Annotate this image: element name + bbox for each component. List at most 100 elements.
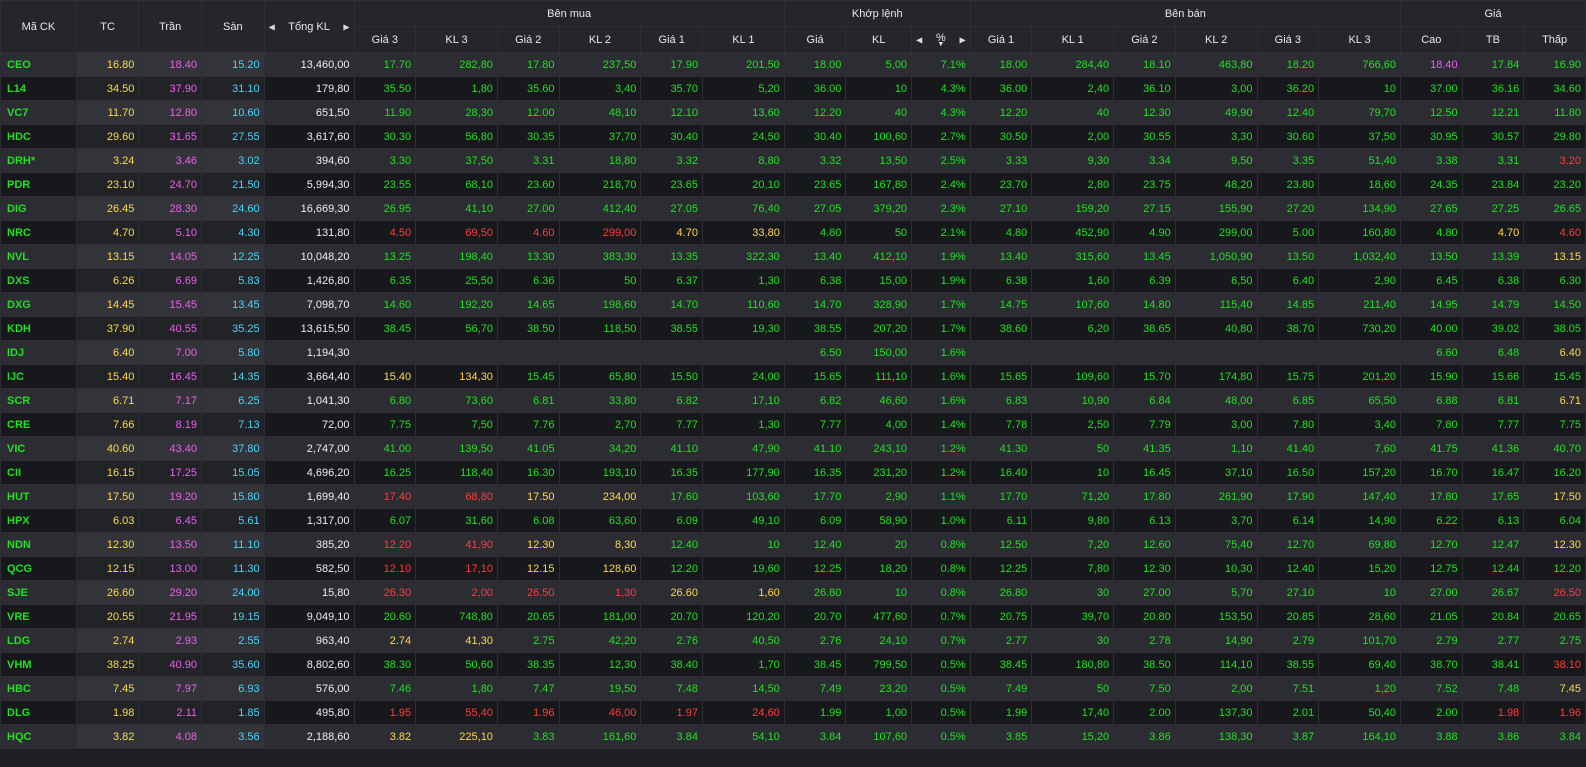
table-row[interactable]: DXG 14.45 15.45 13.45 7,098,70 14.60 192,20 14.… xyxy=(0,292,1586,317)
table-row[interactable]: HBC 7.45 7.97 6.93 576,00 7.46 1,80 7.47 19,50 7.… xyxy=(0,676,1586,701)
table-row[interactable]: PDR 23.10 24.70 21.50 5,994,30 23.55 68,10 23.6… xyxy=(0,172,1586,197)
table-row[interactable]: VRE 20.55 21.95 19.15 9,049,10 20.60 748,80 20.… xyxy=(0,604,1586,629)
cell-symbol[interactable]: DRH* xyxy=(0,148,77,173)
cell-symbol[interactable]: L14 xyxy=(0,76,77,101)
col-buy-vol-3[interactable]: KL 3 xyxy=(415,26,498,53)
cell-symbol[interactable]: VIC xyxy=(0,436,77,461)
cell-sell-price-2: 30.55 xyxy=(1113,124,1176,149)
cell-ceiling: 8.19 xyxy=(138,412,202,437)
cell-ref: 23.10 xyxy=(75,172,140,197)
cell-symbol[interactable]: PDR xyxy=(0,172,77,197)
table-row[interactable]: CEO 16.80 18.40 15.20 13,460,00 17.70 282,80 17… xyxy=(0,52,1586,77)
col-sell-vol-3[interactable]: KL 3 xyxy=(1318,26,1402,53)
cell-sell-vol-3: 766,60 xyxy=(1318,52,1402,77)
table-row[interactable]: SJE 26.60 29.20 24.00 15,80 26.30 2,00 26.50 1,3… xyxy=(0,580,1586,605)
table-row[interactable]: KDH 37.90 40.55 35.25 13,615,50 38.45 56,70 38.… xyxy=(0,316,1586,341)
col-sell-price-1[interactable]: Giá 1 xyxy=(969,26,1033,53)
col-total-volume[interactable]: ◀ Tổng KL ▶ xyxy=(263,0,355,53)
cell-symbol[interactable]: CEO xyxy=(0,52,77,77)
col-sell-price-2[interactable]: Giá 2 xyxy=(1113,26,1176,53)
cell-buy-price-3: 3.82 xyxy=(353,724,417,749)
table-row[interactable]: HUT 17.50 19.20 15.80 1,699,40 17.40 68,80 17.5… xyxy=(0,484,1586,509)
col-buy-vol-2[interactable]: KL 2 xyxy=(558,26,642,53)
table-row[interactable]: DRH* 3.24 3.46 3.02 394,60 3.30 37,50 3.31 18,80… xyxy=(0,148,1586,173)
cell-symbol[interactable]: HDC xyxy=(0,124,77,149)
cell-symbol[interactable]: LDG xyxy=(0,628,77,653)
table-row[interactable]: DIG 26.45 28.30 24.60 16,669,30 26.95 41,10 27.… xyxy=(0,196,1586,221)
cell-symbol[interactable]: HPX xyxy=(0,508,77,533)
table-row[interactable]: NVL 13.15 14.05 12.25 10,048,20 13.25 198,40 13… xyxy=(0,244,1586,269)
arrow-right-icon[interactable]: ▶ xyxy=(959,35,966,44)
table-row[interactable]: LDG 2.74 2.93 2.55 963,40 2.74 41,30 2.75 42,20 2… xyxy=(0,628,1586,653)
col-buy-price-2[interactable]: Giá 2 xyxy=(496,26,560,53)
col-match-price[interactable]: Giá xyxy=(783,26,847,53)
col-buy-vol-1[interactable]: KL 1 xyxy=(701,26,785,53)
table-row[interactable]: HQC 3.82 4.08 3.56 2,188,60 3.82 225,10 3.83 161… xyxy=(0,724,1586,749)
col-floor[interactable]: Sàn xyxy=(201,0,265,53)
col-low[interactable]: Thấp xyxy=(1523,26,1586,53)
col-change-percent[interactable]: ◀ % ▼ ▶ xyxy=(911,26,971,53)
col-buy-price-1[interactable]: Giá 1 xyxy=(640,26,703,53)
col-high[interactable]: Cao xyxy=(1400,26,1463,53)
cell-symbol[interactable]: QCG xyxy=(0,556,77,581)
table-row[interactable]: L14 34.50 37.90 31.10 179,80 35.50 1,80 35.60 3,… xyxy=(0,76,1586,101)
cell-symbol[interactable]: KDH xyxy=(0,316,77,341)
cell-sell-price-3: 7.51 xyxy=(1256,676,1320,701)
table-row[interactable]: VC7 11.70 12.80 10.60 651,50 11.90 28,30 12.00 4… xyxy=(0,100,1586,125)
cell-symbol[interactable]: VRE xyxy=(0,604,77,629)
cell-symbol[interactable]: NVL xyxy=(0,244,77,269)
cell-match-volume: 5,00 xyxy=(845,52,913,77)
table-row[interactable]: DXS 6.26 6.69 5.83 1,426,80 6.35 25,50 6.36 50 6.… xyxy=(0,268,1586,293)
table-row[interactable]: CRE 7.66 8.19 7.13 72,00 7.75 7,50 7.76 2,70 7.77… xyxy=(0,412,1586,437)
cell-symbol[interactable]: DXG xyxy=(0,292,77,317)
cell-match-volume: 379,20 xyxy=(845,196,913,221)
arrow-right-icon[interactable]: ▶ xyxy=(343,22,350,31)
table-row[interactable]: HPX 6.03 6.45 5.61 1,317,00 6.07 31,60 6.08 63,6… xyxy=(0,508,1586,533)
col-sell-vol-2[interactable]: KL 2 xyxy=(1174,26,1258,53)
cell-high: 3.38 xyxy=(1400,148,1463,173)
col-buy-price-3[interactable]: Giá 3 xyxy=(353,26,417,53)
cell-symbol[interactable]: VHM xyxy=(0,652,77,677)
table-row[interactable]: IJC 15.40 16.45 14.35 3,664,40 15.40 134,30 15.… xyxy=(0,364,1586,389)
cell-symbol[interactable]: DLG xyxy=(0,700,77,725)
cell-symbol[interactable]: VC7 xyxy=(0,100,77,125)
cell-symbol[interactable]: HUT xyxy=(0,484,77,509)
cell-sell-vol-1: 1,60 xyxy=(1031,268,1115,293)
col-ceiling[interactable]: Trần xyxy=(138,0,202,53)
col-sell-vol-1[interactable]: KL 1 xyxy=(1031,26,1115,53)
table-row[interactable]: NRC 4.70 5.10 4.30 131,80 4.50 69,50 4.60 299,00… xyxy=(0,220,1586,245)
col-average[interactable]: TB xyxy=(1461,26,1525,53)
table-row[interactable]: QCG 12.15 13.00 11.30 582,50 12.10 17,10 12.15 1… xyxy=(0,556,1586,581)
table-row[interactable]: VHM 38.25 40.90 35.60 8,802,60 38.30 50,60 38.3… xyxy=(0,652,1586,677)
cell-symbol[interactable]: NRC xyxy=(0,220,77,245)
col-symbol[interactable]: Mã CK xyxy=(0,0,77,53)
col-match-volume[interactable]: KL xyxy=(845,26,913,53)
cell-symbol[interactable]: NDN xyxy=(0,532,77,557)
cell-symbol[interactable]: SJE xyxy=(0,580,77,605)
arrow-left-icon[interactable]: ◀ xyxy=(268,22,275,31)
cell-buy-price-3: 1.95 xyxy=(353,700,417,725)
table-row[interactable]: SCR 6.71 7.17 6.25 1,041,30 6.80 73,60 6.81 33,8… xyxy=(0,388,1586,413)
col-ref[interactable]: TC xyxy=(75,0,140,53)
table-row[interactable]: CII 16.15 17.25 15.05 4,696,20 16.25 118,40 16.… xyxy=(0,460,1586,485)
cell-symbol[interactable]: HBC xyxy=(0,676,77,701)
cell-symbol[interactable]: DXS xyxy=(0,268,77,293)
sort-down-icon[interactable]: ▼ xyxy=(937,40,945,48)
cell-symbol[interactable]: IDJ xyxy=(0,340,77,365)
cell-symbol[interactable]: SCR xyxy=(0,388,77,413)
cell-buy-price-3: 23.55 xyxy=(353,172,417,197)
table-row[interactable]: VIC 40.60 43.40 37.80 2,747,00 41.00 139,50 41.… xyxy=(0,436,1586,461)
table-row[interactable]: HDC 29.60 31.65 27.55 3,617,60 30.30 56,80 30.3… xyxy=(0,124,1586,149)
cell-symbol[interactable]: CII xyxy=(0,460,77,485)
cell-sell-price-1: 13.40 xyxy=(969,244,1033,269)
cell-symbol[interactable]: CRE xyxy=(0,412,77,437)
cell-symbol[interactable]: IJC xyxy=(0,364,77,389)
table-row[interactable]: IDJ 6.40 7.00 5.80 1,194,30 6.50 150,00 1.6% 6.6… xyxy=(0,340,1586,365)
cell-sell-price-2: 20.80 xyxy=(1113,604,1176,629)
cell-symbol[interactable]: HQC xyxy=(0,724,77,749)
table-row[interactable]: DLG 1.98 2.11 1.85 495,80 1.95 55,40 1.96 46,00 1… xyxy=(0,700,1586,725)
arrow-left-icon[interactable]: ◀ xyxy=(916,35,923,44)
cell-symbol[interactable]: DIG xyxy=(0,196,77,221)
table-row[interactable]: NDN 12.30 13.50 11.10 385,20 12.20 41,90 12.30 8… xyxy=(0,532,1586,557)
col-sell-price-3[interactable]: Giá 3 xyxy=(1256,26,1320,53)
